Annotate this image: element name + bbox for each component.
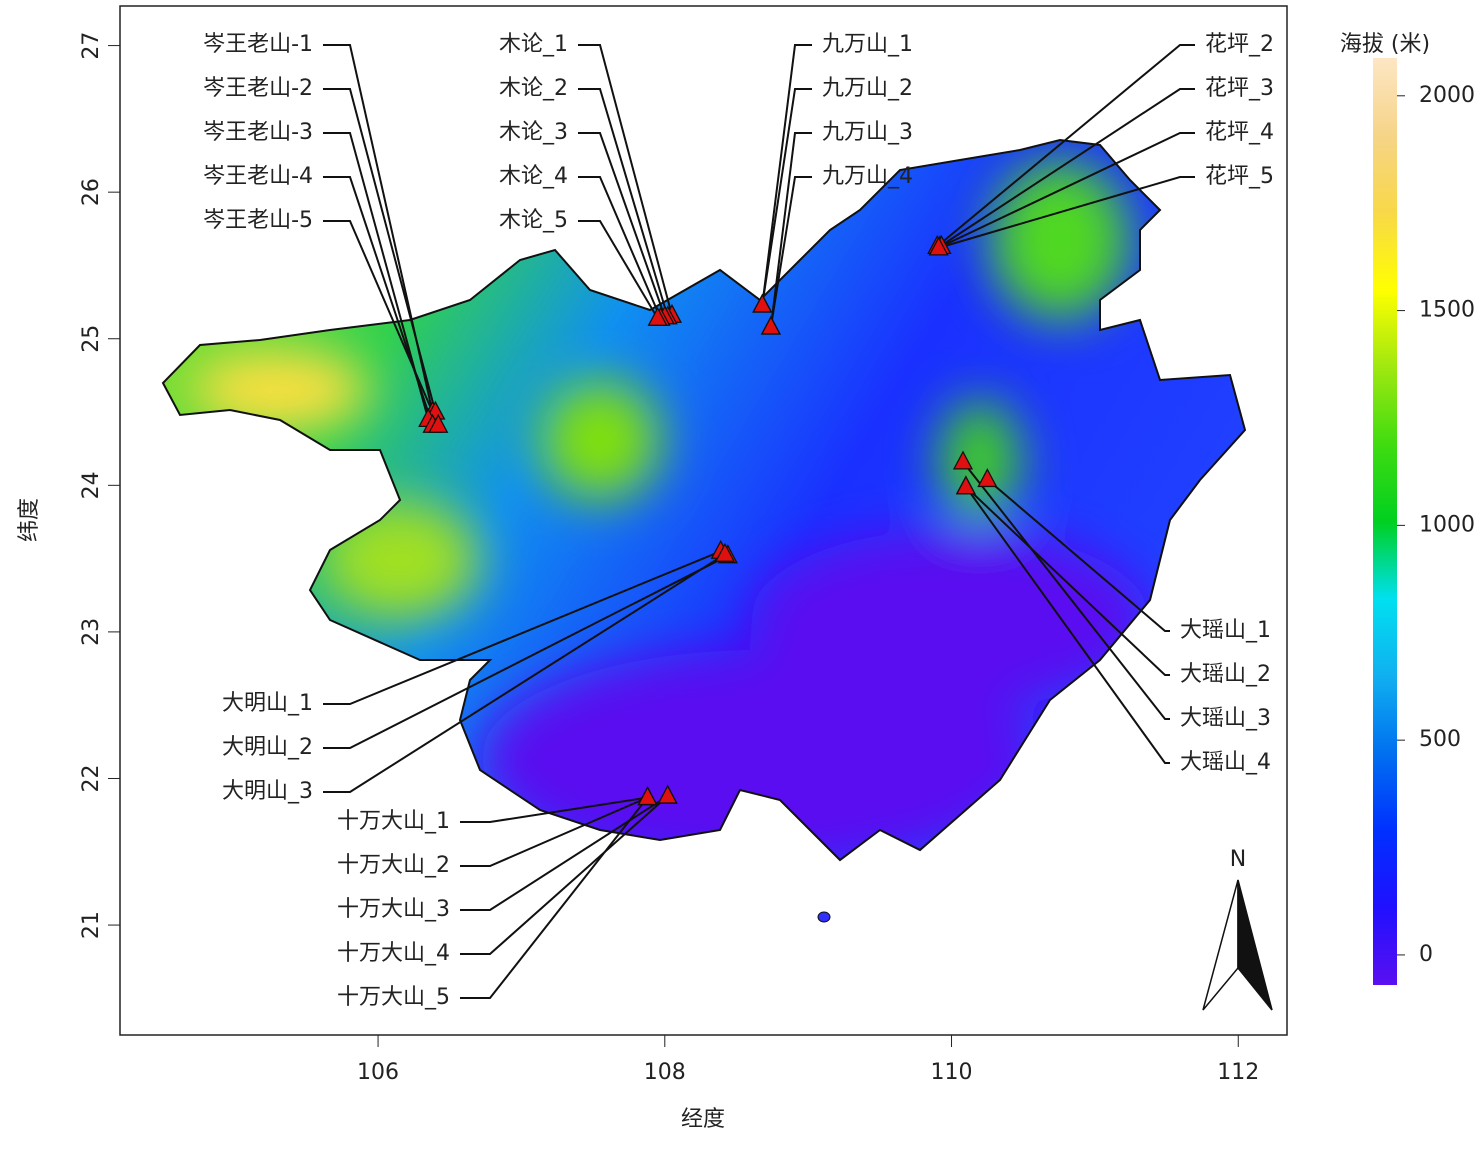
leader-line xyxy=(965,486,1170,764)
site-label: 岑王老山-1 xyxy=(203,32,313,57)
site-label: 岑王老山-4 xyxy=(203,164,313,189)
colorbar-tick-label: 2000 xyxy=(1419,83,1475,108)
leader-line xyxy=(938,176,1195,249)
leader-line xyxy=(986,478,1170,632)
site-label: 九万山_2 xyxy=(822,76,913,101)
site-label: 大瑶山_3 xyxy=(1180,706,1271,731)
leader-line xyxy=(941,132,1195,248)
site-marker xyxy=(752,293,773,313)
site-label: 十万大山_5 xyxy=(337,985,450,1010)
leader-line xyxy=(939,88,1195,248)
x-tick-label: 112 xyxy=(1217,1060,1259,1085)
site-label: 大明山_1 xyxy=(222,691,313,716)
site-label: 十万大山_4 xyxy=(337,941,450,966)
y-tick-label: 24 xyxy=(79,471,104,499)
site-label: 十万大山_3 xyxy=(337,897,450,922)
x-tick-label: 108 xyxy=(644,1060,686,1085)
y-tick-label: 22 xyxy=(79,764,104,792)
x-tick-label: 106 xyxy=(357,1060,399,1085)
leader-line xyxy=(460,796,648,823)
site-label: 木论_2 xyxy=(499,76,568,101)
site-label: 花坪_4 xyxy=(1205,120,1274,145)
site-label: 大瑶山_2 xyxy=(1180,662,1271,687)
y-axis-title: 纬度 xyxy=(17,498,42,542)
leader-line xyxy=(936,44,1195,248)
leader-line xyxy=(769,132,812,328)
site-marker xyxy=(760,315,781,335)
colorbar-title: 海拔 (米) xyxy=(1340,32,1430,57)
leader-line xyxy=(323,44,434,413)
site-label: 木论_5 xyxy=(499,208,568,233)
leader-line xyxy=(769,176,812,328)
site-label: 大瑶山_4 xyxy=(1180,750,1271,775)
site-label: 大瑶山_1 xyxy=(1180,618,1271,643)
elevation-raster xyxy=(163,140,1245,860)
leader-line xyxy=(323,550,722,705)
colorbar-tick-label: 1500 xyxy=(1419,298,1475,323)
leader-line xyxy=(323,132,430,420)
site-label: 九万山_4 xyxy=(822,164,913,189)
island xyxy=(817,911,831,923)
x-tick-label: 110 xyxy=(931,1060,973,1085)
leader-line xyxy=(761,88,812,306)
y-tick-label: 25 xyxy=(79,325,104,353)
north-arrow: N xyxy=(1202,847,1273,1011)
colorbar-tick-label: 1000 xyxy=(1419,512,1475,537)
site-label: 大明山_2 xyxy=(222,735,313,760)
leader-line xyxy=(323,554,729,749)
site-marker xyxy=(928,236,949,256)
site-label: 大明山_3 xyxy=(222,779,313,804)
leader-line xyxy=(761,44,812,306)
site-label: 木论_1 xyxy=(499,32,568,57)
site-marker xyxy=(977,468,998,488)
leader-line xyxy=(460,795,669,911)
site-label: 花坪_5 xyxy=(1205,164,1274,189)
leader-line xyxy=(578,44,673,316)
x-axis-title: 经度 xyxy=(681,1107,725,1132)
colorbar-tick-label: 500 xyxy=(1419,727,1461,752)
y-tick-label: 27 xyxy=(79,32,104,60)
y-tick-label: 23 xyxy=(79,618,104,646)
leader-line xyxy=(460,796,648,867)
leader-line xyxy=(962,461,1170,720)
site-label: 木论_3 xyxy=(499,120,568,145)
colorbar-tick-label: 0 xyxy=(1419,942,1433,967)
y-tick-label: 21 xyxy=(79,911,104,939)
leader-line xyxy=(323,220,440,426)
leader-line xyxy=(323,176,434,426)
site-label: 九万山_3 xyxy=(822,120,913,145)
site-label: 岑王老山-2 xyxy=(203,76,313,101)
site-marker xyxy=(952,450,974,470)
leader-line xyxy=(578,132,666,318)
site-label: 岑王老山-5 xyxy=(203,208,313,233)
y-tick-label: 26 xyxy=(79,178,104,206)
site-label: 花坪_2 xyxy=(1205,32,1274,57)
leader-line xyxy=(578,220,659,319)
leader-line xyxy=(578,88,669,318)
site-label: 花坪_3 xyxy=(1205,76,1274,101)
site-marker xyxy=(428,413,449,433)
plot-frame xyxy=(119,5,1288,1036)
north-label: N xyxy=(1230,847,1246,872)
colorbar xyxy=(1373,58,1397,985)
leader-line xyxy=(578,176,662,319)
leader-line xyxy=(323,88,437,413)
leader-line xyxy=(323,553,726,793)
site-marker xyxy=(637,786,658,806)
leader-line xyxy=(460,796,649,999)
site-label: 岑王老山-3 xyxy=(203,120,313,145)
site-label: 十万大山_2 xyxy=(337,853,450,878)
site-label: 十万大山_1 xyxy=(337,809,450,834)
site-marker xyxy=(714,542,736,562)
site-label: 九万山_1 xyxy=(822,32,913,57)
site-marker xyxy=(955,475,976,495)
site-label: 木论_4 xyxy=(499,164,568,189)
site-marker xyxy=(647,306,668,326)
site-marker xyxy=(657,784,678,804)
